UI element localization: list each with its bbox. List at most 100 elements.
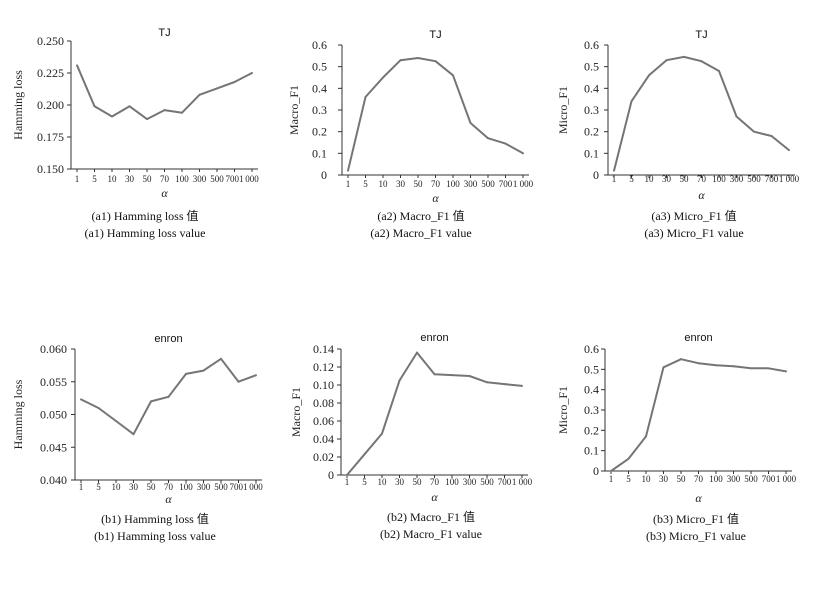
data-point-b3 bbox=[645, 435, 647, 438]
x-tick-label-a2: 10 bbox=[379, 179, 389, 189]
x-tick-label-a3: 30 bbox=[662, 174, 672, 184]
x-tick-label-b1: 000 bbox=[249, 482, 263, 492]
y-tick-label-a2: 0 bbox=[321, 168, 327, 182]
caption-a3-en: (a3) Micro_F1 value bbox=[644, 226, 744, 240]
data-point-b1 bbox=[185, 372, 187, 375]
data-point-a2 bbox=[417, 57, 419, 59]
series-line-b3 bbox=[610, 358, 787, 472]
chart-a3-micro-f1-tj: TJ Micro_F1 0.6 0.5 0.4 0.3 0.2 0.1 0 1 5 10 30 50 70 1… bbox=[552, 0, 822, 205]
data-point-b2 bbox=[346, 474, 348, 476]
y-tick-label-b2: 0.06 bbox=[313, 414, 334, 428]
x-tick-label-a3: 700 bbox=[765, 174, 779, 184]
data-point-a1 bbox=[251, 72, 253, 74]
data-point-a1 bbox=[76, 64, 78, 67]
y-tick-label-b1: 0.060 bbox=[40, 342, 67, 356]
x-tick-label-a2: 1 bbox=[346, 179, 351, 189]
x-tick-label-a2: 100 bbox=[446, 179, 460, 189]
x-tick-label-b2: 30 bbox=[395, 477, 405, 487]
x-tick-label-b1: 300 bbox=[197, 482, 211, 492]
y-axis-label-a1: Hamming loss bbox=[11, 70, 25, 140]
x-tick-label-a3: 50 bbox=[680, 174, 690, 184]
data-point-b3 bbox=[697, 362, 700, 365]
y-tick-label-b3: 0.2 bbox=[584, 423, 599, 437]
x-tick-label-b3: 300 bbox=[727, 474, 741, 484]
data-point-a3 bbox=[788, 149, 790, 152]
x-tick-label-b2: 300 bbox=[463, 477, 477, 487]
data-point-b2 bbox=[363, 453, 366, 456]
y-tick-label-b2: 0.14 bbox=[313, 342, 334, 356]
chart-title-b2: enron bbox=[420, 332, 448, 344]
caption-b1: (b1) Hamming loss 值 (b1) Hamming loss va… bbox=[55, 511, 255, 545]
chart-a1-svg: TJ Hamming loss 0.250 0.225 0.200 0.175 0.150 1… bbox=[11, 27, 259, 200]
data-point-a2 bbox=[399, 59, 402, 62]
y-axis-label-b1: Hamming loss bbox=[11, 379, 25, 449]
x-tick-label-b1: 70 bbox=[164, 482, 174, 492]
y-tick-label-a3: 0.4 bbox=[584, 81, 599, 95]
x-tick-label-b2: 50 bbox=[413, 477, 423, 487]
data-point-b3 bbox=[715, 364, 717, 367]
y-tick-label-a3: 0.1 bbox=[584, 146, 599, 160]
data-point-b2 bbox=[416, 351, 418, 354]
y-tick-label-a2: 0.5 bbox=[312, 60, 327, 74]
data-point-b2 bbox=[381, 432, 383, 435]
data-point-a2 bbox=[522, 152, 524, 155]
data-point-a3 bbox=[718, 70, 720, 72]
y-tick-label-a1: 0.225 bbox=[37, 66, 64, 80]
x-axis-label-a2: α bbox=[432, 191, 439, 205]
data-point-b3 bbox=[662, 366, 665, 369]
x-tick-label-b1: 5 bbox=[96, 482, 101, 492]
data-point-a3 bbox=[753, 130, 755, 133]
data-point-a1 bbox=[163, 109, 166, 112]
series-line-a2 bbox=[347, 57, 524, 171]
y-axis-label-b2: Macro_F1 bbox=[289, 387, 303, 437]
caption-a3-cn: (a3) Micro_F1 值 bbox=[651, 209, 737, 223]
chart-b2-svg: enron Macro_F1 0.14 0.12 0.10 0.08 0.06 0.04 0.0… bbox=[289, 332, 533, 504]
x-tick-label-b2: 70 bbox=[430, 477, 440, 487]
data-point-a2 bbox=[469, 122, 472, 124]
x-tick-label-b1: 7001 bbox=[230, 482, 248, 492]
x-tick-label-b1: 1 bbox=[79, 482, 84, 492]
x-tick-label-b3: 70 bbox=[694, 474, 704, 484]
data-point-b1 bbox=[220, 357, 222, 360]
data-point-b3 bbox=[680, 358, 682, 361]
data-point-b1 bbox=[115, 420, 117, 423]
x-tick-label-a2: 1 000 bbox=[513, 179, 534, 189]
x-tick-label-a1: 7001 bbox=[226, 174, 244, 184]
caption-a1: (a1) Hamming loss 值 (a1) Hamming loss va… bbox=[45, 208, 245, 242]
chart-b1-hamming-loss-enron: enron Hamming loss 0.060 0.055 0.050 0.045 0.0… bbox=[0, 320, 270, 510]
chart-b2-macro-f1-enron: enron Macro_F1 0.14 0.12 0.10 0.08 0.06 0.04 0.0… bbox=[276, 320, 546, 510]
data-point-b1 bbox=[167, 395, 170, 398]
x-tick-label-a1: 1 bbox=[75, 174, 80, 184]
x-tick-label-a1: 100 bbox=[175, 174, 189, 184]
x-tick-label-a2: 5 bbox=[363, 179, 368, 189]
y-tick-label-b3: 0 bbox=[593, 464, 599, 478]
y-tick-label-b2: 0.02 bbox=[313, 450, 334, 464]
data-point-a1 bbox=[128, 105, 131, 108]
x-tick-label-a3: 300 bbox=[730, 174, 744, 184]
x-tick-label-b3: 10 bbox=[642, 474, 652, 484]
data-point-b3 bbox=[732, 365, 735, 368]
caption-a1-en: (a1) Hamming loss value bbox=[84, 226, 206, 240]
series-line-b2 bbox=[346, 351, 523, 476]
data-point-b2 bbox=[468, 375, 471, 377]
x-tick-label-a3: 1 000 bbox=[779, 174, 800, 184]
caption-a3: (a3) Micro_F1 值 (a3) Micro_F1 value bbox=[594, 208, 794, 242]
x-tick-label-a2: 70 bbox=[431, 179, 441, 189]
data-point-b3 bbox=[767, 367, 770, 370]
x-tick-label-b2: 5 bbox=[362, 477, 367, 487]
series-line-a3 bbox=[613, 55, 790, 171]
y-tick-label-b3: 0.4 bbox=[584, 383, 599, 397]
y-tick-label-b2: 0 bbox=[328, 468, 334, 482]
chart-title-a2: TJ bbox=[429, 29, 441, 41]
chart-a2-macro-f1-tj: TJ Macro_F1 0.6 0.5 0.4 0.3 0.2 0.1 0 1 5 10 30 50 70 1… bbox=[276, 0, 546, 205]
y-tick-label-a2: 0.6 bbox=[312, 38, 327, 52]
data-point-a3 bbox=[630, 100, 633, 103]
caption-b1-en: (b1) Hamming loss value bbox=[94, 529, 216, 543]
data-point-b2 bbox=[451, 374, 453, 377]
data-point-a3 bbox=[700, 60, 703, 63]
x-tick-label-b1: 100 bbox=[179, 482, 193, 492]
data-point-a1 bbox=[93, 105, 96, 108]
chart-title-a3: TJ bbox=[695, 29, 707, 41]
data-point-b1 bbox=[132, 433, 135, 436]
y-axis-label-a2: Macro_F1 bbox=[287, 85, 301, 135]
